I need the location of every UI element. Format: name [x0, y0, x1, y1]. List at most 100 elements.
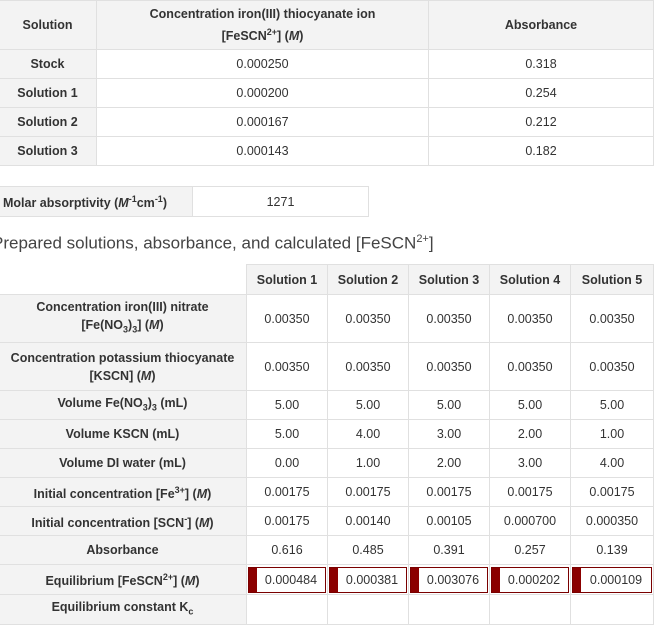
row-label-volume-fe: Volume Fe(NO3)3 (mL) [0, 390, 247, 420]
equilibrium-value[interactable]: 0.000202 [500, 567, 568, 592]
equilibrium-value[interactable]: 0.000484 [257, 567, 325, 592]
calibration-table: Solution Concentration iron(III) thiocya… [0, 0, 654, 166]
equilibrium-input[interactable]: 0.000484 [248, 566, 326, 593]
value-cell: 0.00350 [570, 294, 654, 343]
equilibrium-input[interactable]: 0.000202 [491, 566, 569, 593]
value-cell: 4.00 [570, 448, 654, 478]
equilibrium-cell[interactable]: 0.000109 [570, 564, 654, 595]
row-label: Solution 2 [0, 107, 97, 137]
kc-cell[interactable] [246, 594, 328, 625]
concentration-cell: 0.000143 [96, 136, 429, 166]
column-header: Solution 5 [570, 264, 654, 295]
table-row: Solution 2 0.000167 0.212 [0, 107, 654, 137]
value-cell: 5.00 [246, 419, 328, 449]
equilibrium-value[interactable]: 0.003076 [419, 567, 487, 592]
equilibrium-cell[interactable]: 0.000381 [327, 564, 409, 595]
value-cell: 5.00 [408, 390, 490, 420]
value-cell: 0.616 [246, 535, 328, 565]
equilibrium-cell[interactable]: 0.003076 [408, 564, 490, 595]
input-marker [492, 567, 500, 592]
absorbance-cell: 0.318 [428, 49, 654, 79]
equilibrium-input[interactable]: 0.000109 [572, 566, 652, 593]
equilibrium-input[interactable]: 0.000381 [329, 566, 407, 593]
table-row: Solution 1 0.000200 0.254 [0, 78, 654, 108]
value-cell: 0.00350 [408, 342, 490, 391]
molar-absorptivity-value: 1271 [192, 186, 369, 217]
value-cell: 0.00105 [408, 506, 490, 536]
row-label-volume-water: Volume DI water (mL) [0, 448, 247, 478]
value-cell: 0.391 [408, 535, 490, 565]
value-cell: 2.00 [408, 448, 490, 478]
header-concentration-line1: Concentration iron(III) thiocyanate ion [149, 6, 376, 21]
table-row: Equilibrium constant Kc [0, 594, 654, 625]
table-row: Volume KSCN (mL) 5.00 4.00 3.00 2.00 1.0… [0, 419, 654, 449]
row-label-volume-kscn: Volume KSCN (mL) [0, 419, 247, 449]
header-absorbance: Absorbance [428, 0, 654, 50]
molar-absorptivity-table: Molar absorptivity (M-1cm-1) 1271 [0, 186, 369, 217]
row-label: Solution 3 [0, 136, 97, 166]
value-cell: 4.00 [327, 419, 409, 449]
value-cell: 5.00 [489, 390, 571, 420]
equilibrium-value[interactable]: 0.000381 [338, 567, 406, 592]
value-cell: 5.00 [246, 390, 328, 420]
row-label: Solution 1 [0, 78, 97, 108]
table-row: Concentration iron(III) nitrate [Fe(NO3)… [0, 294, 654, 343]
table-row: Solution 3 0.000143 0.182 [0, 136, 654, 166]
absorbance-cell: 0.254 [428, 78, 654, 108]
equilibrium-value[interactable]: 0.000109 [581, 567, 651, 592]
value-cell: 0.00 [246, 448, 328, 478]
input-marker [249, 567, 257, 592]
table-row: Absorbance 0.616 0.485 0.391 0.257 0.139 [0, 535, 654, 565]
value-cell: 0.000350 [570, 506, 654, 536]
value-cell: 0.00350 [327, 294, 409, 343]
absorbance-cell: 0.182 [428, 136, 654, 166]
value-cell: 5.00 [570, 390, 654, 420]
kc-cell[interactable] [408, 594, 490, 625]
row-label-initial-fe: Initial concentration [Fe3+] (M) [0, 477, 247, 507]
value-cell: 0.00140 [327, 506, 409, 536]
value-cell: 3.00 [489, 448, 571, 478]
row-label: Stock [0, 49, 97, 79]
row-label-initial-scn: Initial concentration [SCN-] (M) [0, 506, 247, 536]
table-row: Volume Fe(NO3)3 (mL) 5.00 5.00 5.00 5.00… [0, 390, 654, 420]
value-cell: 0.00350 [489, 342, 571, 391]
value-cell: 1.00 [570, 419, 654, 449]
header-concentration-line2: [FeSCN2+] (M) [221, 26, 304, 44]
value-cell: 0.00175 [246, 477, 328, 507]
column-header: Solution 1 [246, 264, 328, 295]
kc-cell[interactable] [489, 594, 571, 625]
value-cell: 0.00175 [327, 477, 409, 507]
value-cell: 0.00350 [408, 294, 490, 343]
concentration-cell: 0.000250 [96, 49, 429, 79]
input-marker [411, 567, 419, 592]
value-cell: 0.00350 [246, 342, 328, 391]
value-cell: 0.485 [327, 535, 409, 565]
table-row: Concentration potassium thiocyanate [KSC… [0, 342, 654, 391]
kc-cell[interactable] [327, 594, 409, 625]
value-cell: 0.00175 [570, 477, 654, 507]
value-cell: 0.00175 [246, 506, 328, 536]
table-row: Initial concentration [Fe3+] (M) 0.00175… [0, 477, 654, 507]
absorbance-cell: 0.212 [428, 107, 654, 137]
value-cell: 0.00175 [408, 477, 490, 507]
value-cell: 0.00350 [489, 294, 571, 343]
value-cell: 5.00 [327, 390, 409, 420]
column-header: Solution 2 [327, 264, 409, 295]
prepared-solutions-table: Solution 1 Solution 2 Solution 3 Solutio… [0, 264, 654, 625]
table-row: Initial concentration [SCN-] (M) 0.00175… [0, 506, 654, 536]
equilibrium-cell[interactable]: 0.000202 [489, 564, 571, 595]
table-row: Equilibrium [FeSCN2+] (M) 0.000484 0.000… [0, 564, 654, 595]
row-label-absorbance: Absorbance [0, 535, 247, 565]
row-label-kscn: Concentration potassium thiocyanate [KSC… [0, 342, 247, 391]
table-row: Volume DI water (mL) 0.00 1.00 2.00 3.00… [0, 448, 654, 478]
value-cell: 1.00 [327, 448, 409, 478]
calibration-header-row: Solution Concentration iron(III) thiocya… [0, 0, 654, 50]
value-cell: 3.00 [408, 419, 490, 449]
prepared-header-row: Solution 1 Solution 2 Solution 3 Solutio… [0, 264, 654, 295]
value-cell: 0.00350 [327, 342, 409, 391]
input-marker [330, 567, 338, 592]
kc-cell[interactable] [570, 594, 654, 625]
equilibrium-cell[interactable]: 0.000484 [246, 564, 328, 595]
equilibrium-input[interactable]: 0.003076 [410, 566, 488, 593]
header-solution: Solution [0, 0, 97, 50]
